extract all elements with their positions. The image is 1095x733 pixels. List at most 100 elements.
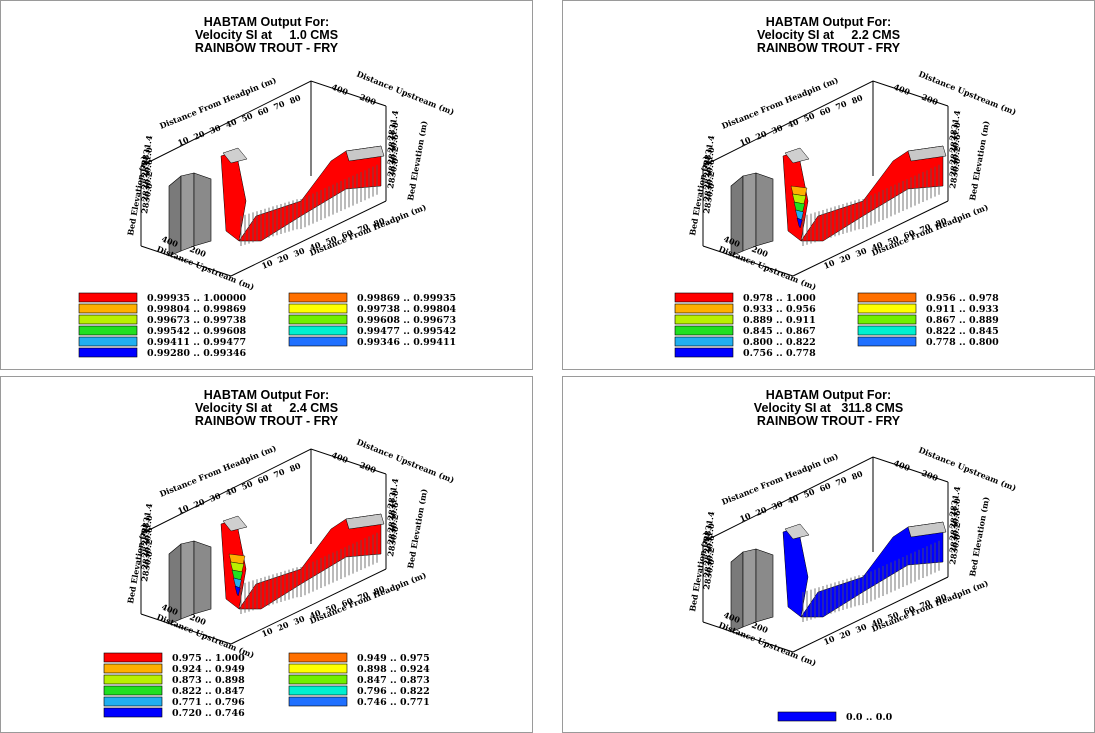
legend-swatch <box>857 336 917 347</box>
x-tick-bottom: 60 <box>902 227 916 241</box>
legend-label: 0.746 .. 0.771 <box>357 697 430 708</box>
chart-panel-4: HABTAM Output For: Velocity SI at 311.8 … <box>562 376 1095 733</box>
legend-label: 0.99411 .. 0.99477 <box>147 337 246 348</box>
legend-label: 0.956 .. 0.978 <box>926 293 999 304</box>
legend-label: 0.949 .. 0.975 <box>357 653 430 664</box>
x-tick-bottom: 50 <box>886 609 900 623</box>
legend-label: 0.867 .. 0.889 <box>926 315 999 326</box>
panel-title-block: HABTAM Output For: Velocity SI at 1.0 CM… <box>1 16 532 55</box>
legend-label: 0.99804 .. 0.99869 <box>147 304 247 315</box>
legend-label: 0.845 .. 0.867 <box>743 326 816 337</box>
x-tick-top: 50 <box>802 486 816 500</box>
legend-swatch <box>674 292 734 303</box>
panel-title-block: HABTAM Output For: Velocity SI at 311.8 … <box>563 389 1094 428</box>
x-tick-bottom: 70 <box>356 589 370 603</box>
legend-swatch <box>777 711 837 722</box>
y-tick-top: 400 <box>330 82 350 98</box>
z-axis-label-right: Bed Elevation (m) <box>405 488 429 570</box>
x-tick-bottom: 40 <box>308 607 322 621</box>
legend-label: 0.898 .. 0.924 <box>357 664 430 675</box>
y-tick-top: 400 <box>330 450 350 466</box>
legend-swatch <box>288 336 348 347</box>
y-tick-top: 200 <box>358 92 378 108</box>
x-tick-top: 80 <box>850 468 864 482</box>
legend-swatch <box>78 292 138 303</box>
legend-label: 0.800 .. 0.822 <box>743 337 816 348</box>
legend-swatch <box>103 696 163 707</box>
legend-label: 0.99477 .. 0.99542 <box>357 326 456 337</box>
y-axis-label-top: Distance Upstream (m) <box>355 437 456 485</box>
z-axis-label-right: Bed Elevation (m) <box>405 120 429 202</box>
box-front-edge <box>140 613 232 645</box>
x-tick-top: 30 <box>770 498 784 512</box>
legend-label: 0.911 .. 0.933 <box>926 304 999 315</box>
legend-label: 0.99608 .. 0.99673 <box>357 315 456 326</box>
x-tick-top: 60 <box>818 104 832 118</box>
legend-label: 0.847 .. 0.873 <box>357 675 430 686</box>
x-tick-bottom: 10 <box>822 633 836 647</box>
box-bottom-edge <box>792 576 949 653</box>
velocity-band <box>234 585 241 597</box>
plot-group: Distance From Headpin (m)Distance From H… <box>103 437 456 719</box>
x-tick-top: 20 <box>192 128 206 142</box>
legend-swatch <box>78 314 138 325</box>
legend-label: 0.822 .. 0.847 <box>172 686 245 697</box>
x-tick-top: 60 <box>256 472 270 486</box>
x-tick-bottom: 80 <box>372 583 386 597</box>
surface-plot: Distance From Headpin (m)Distance From H… <box>103 437 456 719</box>
bank-block <box>742 548 757 628</box>
x-tick-top: 20 <box>754 128 768 142</box>
channel-wall-surface <box>782 526 809 618</box>
panel-subtitle: Velocity SI at 2.4 CMS <box>194 401 339 415</box>
panel-subtitle: Velocity SI at 2.2 CMS <box>756 28 901 42</box>
panel-species: RAINBOW TROUT - FRY <box>756 414 901 428</box>
legend-swatch <box>288 325 348 336</box>
panel-species: RAINBOW TROUT - FRY <box>194 414 339 428</box>
x-tick-bottom: 70 <box>918 221 932 235</box>
panel-subtitle: Velocity SI at 311.8 CMS <box>753 401 904 415</box>
legend-swatch <box>103 652 163 663</box>
x-tick-top: 50 <box>240 478 254 492</box>
x-tick-bottom: 30 <box>292 613 306 627</box>
bank-block <box>193 172 212 247</box>
panel-title-block: HABTAM Output For: Velocity SI at 2.4 CM… <box>1 389 532 428</box>
x-tick-bottom: 50 <box>324 601 338 615</box>
legend-swatch <box>288 303 348 314</box>
right-bank-cap <box>345 145 385 162</box>
legend-swatch <box>288 663 348 674</box>
legend-label: 0.99935 .. 1.00000 <box>147 293 247 304</box>
x-tick-top: 50 <box>240 110 254 124</box>
bank-block <box>180 172 195 252</box>
legend-label: 0.933 .. 0.956 <box>743 304 816 315</box>
x-tick-bottom: 20 <box>838 627 852 641</box>
panel-title: HABTAM Output For: <box>203 388 330 402</box>
channel-wall-surface <box>220 150 247 242</box>
bank-cap <box>222 515 248 532</box>
bank-cap <box>784 523 810 540</box>
box-bottom-edge <box>792 200 949 277</box>
legend-label: 0.771 .. 0.796 <box>172 697 245 708</box>
legend: 0.0 .. 0.0 <box>777 711 893 723</box>
legend-label: 0.756 .. 0.778 <box>743 348 816 359</box>
x-tick-top: 40 <box>786 492 800 506</box>
legend-label: 0.720 .. 0.746 <box>172 708 245 719</box>
x-tick-bottom: 70 <box>356 221 370 235</box>
legend-label: 0.99869 .. 0.99935 <box>357 293 456 304</box>
x-tick-top: 60 <box>256 104 270 118</box>
bank-cap <box>222 147 248 164</box>
right-bank-cap <box>345 513 385 530</box>
legend-label: 0.778 .. 0.800 <box>926 337 999 348</box>
box-front-edge <box>702 621 794 653</box>
velocity-band <box>796 217 803 229</box>
legend-swatch <box>857 303 917 314</box>
legend-label: 0.99346 .. 0.99411 <box>357 337 456 348</box>
plot-group: Distance From Headpin (m)Distance From H… <box>674 69 1018 359</box>
legend-swatch <box>674 347 734 358</box>
legend-swatch <box>103 707 163 718</box>
x-tick-bottom: 30 <box>854 245 868 259</box>
panel-species: RAINBOW TROUT - FRY <box>756 41 901 55</box>
legend-label: 0.0 .. 0.0 <box>846 712 893 723</box>
x-tick-top: 50 <box>802 110 816 124</box>
